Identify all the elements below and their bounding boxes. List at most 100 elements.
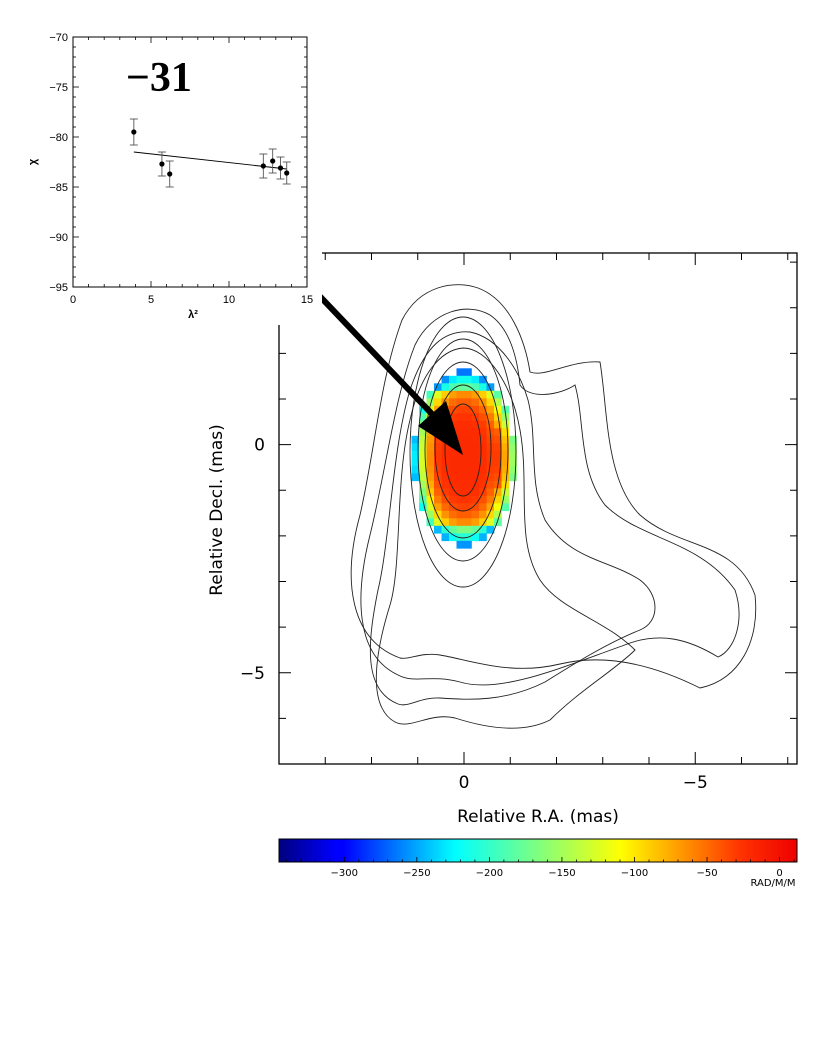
rm-pixel <box>419 450 427 459</box>
rm-pixel <box>434 383 442 392</box>
rm-pixel <box>464 435 472 444</box>
rm-pixel <box>486 518 495 527</box>
rm-pixel <box>426 450 435 459</box>
contour-1 <box>350 284 757 689</box>
colorbar-tick-label: −250 <box>403 868 430 879</box>
main-y-tick-labels: 0 −5 <box>240 436 265 684</box>
rm-pixel <box>501 413 510 422</box>
rm-pixel <box>456 428 465 437</box>
rm-pixel <box>471 480 480 489</box>
rm-pixel <box>479 390 487 399</box>
main-panel: 0 −5 0 −5 Relative R.A. (mas) Relative Dec… <box>207 252 798 827</box>
rm-pixel <box>486 525 495 534</box>
inset-background <box>60 25 322 325</box>
rm-pixel <box>441 510 450 519</box>
rm-pixel <box>456 540 465 549</box>
rm-pixel <box>486 488 495 497</box>
rm-pixel <box>501 443 510 452</box>
rm-pixel <box>501 435 510 444</box>
main-y-axis-title: Relative Decl. (mas) <box>207 424 227 596</box>
rm-pixel <box>479 518 487 527</box>
rm-pixel <box>471 465 480 474</box>
point-marker <box>167 171 173 177</box>
rm-pixel <box>411 443 420 452</box>
rm-pixel <box>486 465 495 474</box>
data-point <box>282 161 291 185</box>
colorbar-gradient <box>278 838 798 863</box>
rm-pixel <box>501 473 510 482</box>
rm-pixel <box>464 383 472 392</box>
colorbar-tick-label: −150 <box>548 868 575 879</box>
rm-pixel <box>426 488 435 497</box>
rm-pixel <box>494 458 502 467</box>
inset-y-tick-label: −85 <box>49 182 68 194</box>
rm-pixel <box>434 488 442 497</box>
contour-8 <box>434 384 492 512</box>
main-frame <box>278 252 798 765</box>
rm-pixel <box>486 383 495 392</box>
point-marker <box>270 158 276 164</box>
point-marker <box>260 163 266 169</box>
rm-pixel <box>464 390 472 399</box>
rm-pixel <box>426 503 435 512</box>
rm-pixel <box>456 503 465 512</box>
rm-pixel <box>479 510 487 519</box>
rm-pixel <box>486 510 495 519</box>
rm-pixel <box>494 488 502 497</box>
data-point <box>157 151 166 177</box>
rm-pixel <box>411 473 420 482</box>
rm-pixel <box>471 525 480 534</box>
rm-pixel <box>464 480 472 489</box>
inset-y-tick-label: −95 <box>49 282 68 294</box>
rm-pixel <box>449 465 457 474</box>
rm-pixel <box>441 480 450 489</box>
rm-pixel <box>464 450 472 459</box>
rm-pixel <box>456 398 465 407</box>
rm-pixel <box>434 495 442 504</box>
rm-pixel <box>464 540 472 549</box>
rm-pixel <box>501 465 510 474</box>
rm-pixel <box>464 458 472 467</box>
rm-pixel <box>509 465 517 474</box>
rm-pixel <box>479 435 487 444</box>
rm-pixel <box>464 488 472 497</box>
rm-pixel <box>494 428 502 437</box>
rm-pixel <box>434 458 442 467</box>
inset-y-tick-label: −80 <box>49 132 68 144</box>
rm-pixel <box>471 510 480 519</box>
rm-pixel <box>434 398 442 407</box>
rm-pixel <box>471 375 480 384</box>
colorbar-tick-label: −300 <box>331 868 358 879</box>
inset-x-tick-label: 10 <box>223 294 235 306</box>
rm-pixel <box>494 503 502 512</box>
rm-pixel <box>486 405 495 414</box>
rm-pixel <box>441 390 450 399</box>
rm-pixel <box>434 525 442 534</box>
rm-pixel <box>509 458 517 467</box>
rm-pixel <box>471 473 480 482</box>
rm-pixel <box>464 473 472 482</box>
rm-pixel <box>471 518 480 527</box>
rm-pixel <box>411 458 420 467</box>
rm-pixel <box>479 480 487 489</box>
point-marker <box>131 129 137 135</box>
rm-pixel <box>509 473 517 482</box>
rm-pixel <box>479 428 487 437</box>
rm-pixel <box>449 495 457 504</box>
rm-pixel <box>426 443 435 452</box>
rm-pixel <box>494 390 502 399</box>
inset-frame <box>72 36 308 288</box>
rm-pixel <box>509 435 517 444</box>
rm-pixel <box>464 503 472 512</box>
inset-x-axis-title: λ² <box>188 309 198 321</box>
rm-pixel <box>501 420 510 429</box>
rm-pixel <box>479 495 487 504</box>
rm-pixel <box>464 443 472 452</box>
rm-pixel <box>501 488 510 497</box>
rm-pixel <box>501 503 510 512</box>
rm-pixel <box>479 533 487 542</box>
rm-pixel <box>456 390 465 399</box>
rm-pixel <box>449 510 457 519</box>
rm-pixel <box>479 450 487 459</box>
